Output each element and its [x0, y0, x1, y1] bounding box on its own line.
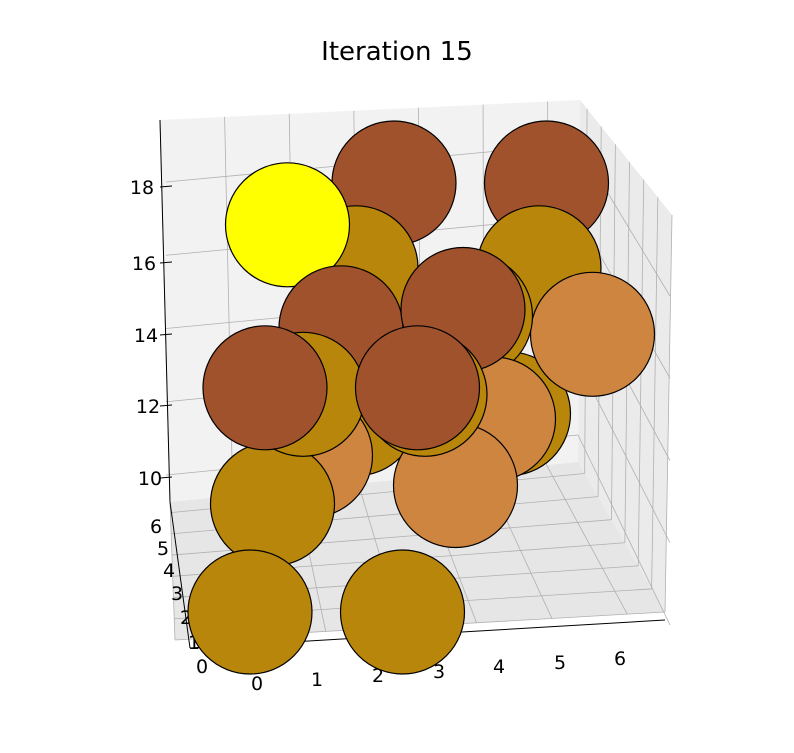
sphere-point — [187, 549, 313, 675]
y-tick-label: 6 — [150, 516, 162, 538]
x-tick-label: 1 — [311, 669, 323, 691]
grid-y-side — [664, 214, 673, 613]
z-tick — [159, 185, 173, 188]
x-tick-label: 6 — [614, 648, 626, 670]
grid-y-side — [651, 197, 659, 589]
z-tick-label: 14 — [134, 325, 158, 347]
x-tick-label: 3 — [433, 661, 445, 683]
sphere-point — [209, 441, 336, 567]
z-tick — [159, 333, 173, 336]
z-tick — [159, 476, 173, 479]
sphere-point — [339, 549, 466, 675]
grid-x-floor — [546, 464, 628, 615]
x-tick-label: 5 — [554, 652, 566, 674]
sphere-point — [354, 325, 481, 451]
z-tick — [159, 261, 173, 264]
z-tick — [159, 404, 173, 407]
y-tick-label: 4 — [163, 560, 175, 582]
x-tick-label: 0 — [251, 673, 263, 695]
y-tick-label: 0 — [196, 656, 208, 678]
grid-x-floor — [169, 501, 176, 641]
sphere-point — [224, 162, 351, 288]
z-tick-label: 10 — [138, 468, 162, 490]
sphere-point — [202, 325, 328, 451]
x-tick-label: 4 — [493, 656, 505, 678]
z-tick-label: 18 — [130, 177, 154, 199]
z-tick-label: 16 — [132, 253, 156, 275]
y-axis-line — [169, 501, 191, 649]
grid-z-side — [577, 434, 671, 626]
sphere-point — [529, 271, 656, 397]
chart-title: Iteration 15 — [321, 37, 473, 67]
sphere-markers — [187, 120, 656, 675]
z-tick-label: 12 — [136, 396, 160, 418]
y-tick-label: 3 — [171, 583, 183, 605]
y-tick-label: 5 — [157, 538, 169, 560]
z-axis-line — [159, 119, 171, 503]
